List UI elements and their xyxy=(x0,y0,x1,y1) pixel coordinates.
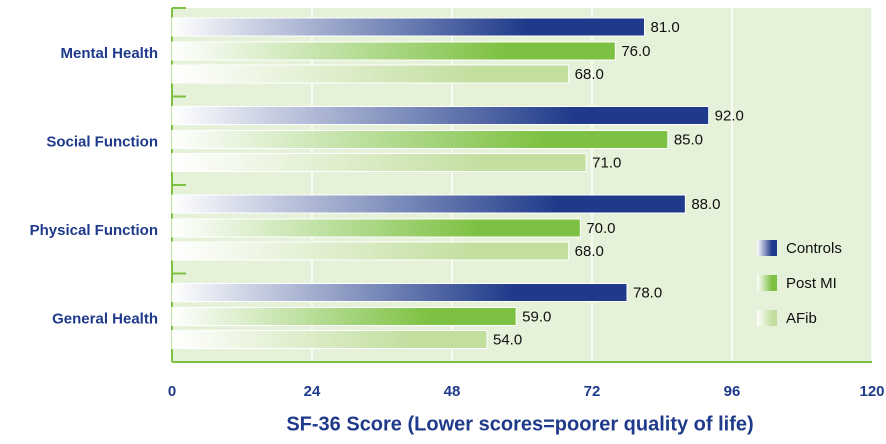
legend-label: Post MI xyxy=(786,275,837,292)
x-tick-label: 96 xyxy=(724,383,741,400)
legend-swatch xyxy=(757,310,777,326)
value-label: 85.0 xyxy=(674,131,703,148)
bar xyxy=(171,241,570,261)
bar xyxy=(171,283,628,302)
legend-label: Controls xyxy=(786,240,842,257)
value-label: 92.0 xyxy=(715,107,744,124)
bar xyxy=(171,106,710,125)
x-tick-label: 72 xyxy=(584,383,601,400)
value-label: 81.0 xyxy=(651,19,680,36)
x-tick-label: 24 xyxy=(304,383,321,400)
legend-swatch xyxy=(757,275,777,291)
category-label: Physical Function xyxy=(30,222,158,239)
bar xyxy=(171,17,645,37)
bar xyxy=(171,330,488,349)
value-label: 68.0 xyxy=(575,66,604,83)
bar xyxy=(171,41,616,61)
bar xyxy=(171,153,587,172)
bar xyxy=(171,307,517,326)
legend-swatch xyxy=(757,240,777,256)
x-tick-label: 120 xyxy=(859,383,884,400)
x-axis-title: SF-36 Score (Lower scores=poorer quality… xyxy=(286,413,753,435)
category-label: Mental Health xyxy=(60,45,158,62)
value-label: 76.0 xyxy=(621,43,650,60)
legend-label: AFib xyxy=(786,310,817,327)
value-label: 70.0 xyxy=(586,220,615,237)
value-label: 88.0 xyxy=(691,196,720,213)
x-tick-label: 48 xyxy=(444,383,461,400)
bar xyxy=(171,194,686,214)
bar xyxy=(171,218,581,238)
value-label: 71.0 xyxy=(592,154,621,171)
category-label: Social Function xyxy=(46,134,158,151)
x-tick-label: 0 xyxy=(168,383,176,400)
value-label: 68.0 xyxy=(575,243,604,260)
value-label: 54.0 xyxy=(493,331,522,348)
value-label: 78.0 xyxy=(633,284,662,301)
bar xyxy=(171,64,570,84)
category-label: General Health xyxy=(52,311,158,328)
bar xyxy=(171,130,669,149)
value-label: 59.0 xyxy=(522,308,551,325)
